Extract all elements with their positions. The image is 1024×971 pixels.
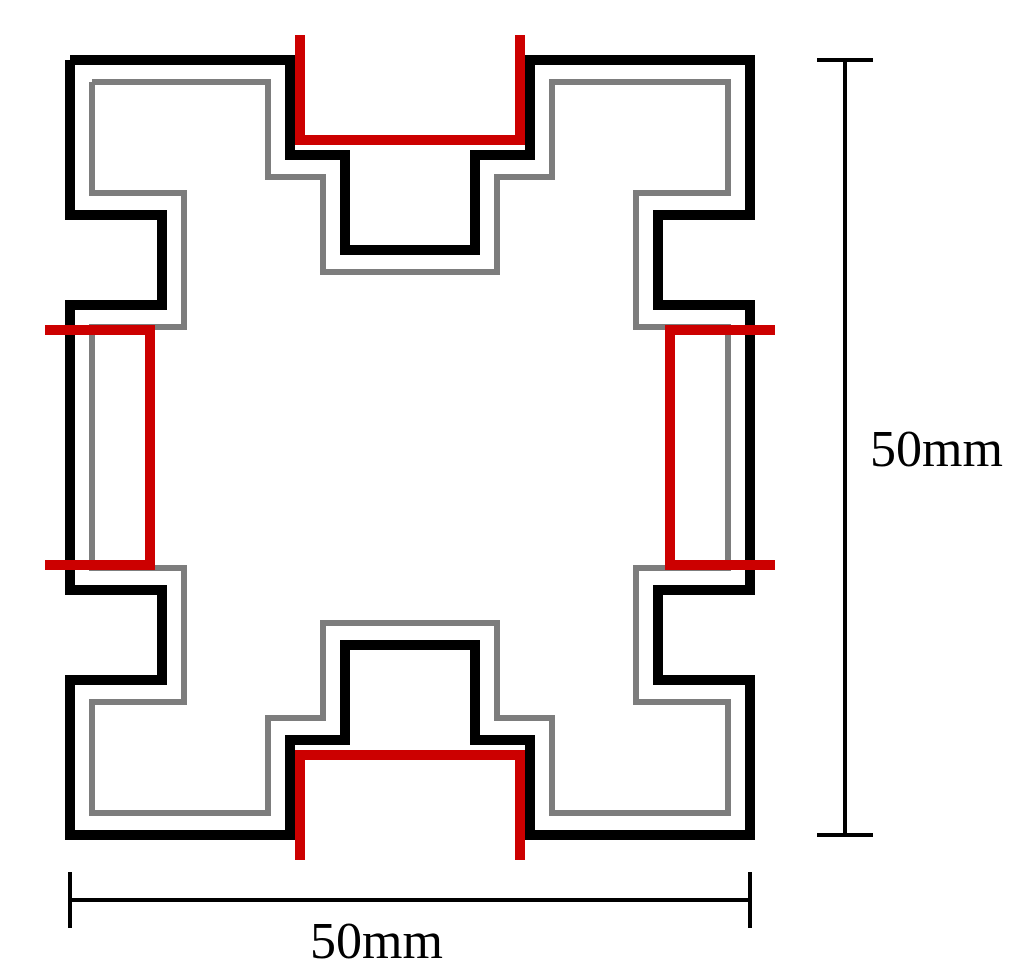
red-feature-top-notch: [300, 35, 520, 140]
dimension-label-vertical: 50mm: [870, 420, 1003, 479]
red-feature-left-notch: [45, 330, 150, 565]
diagram-svg: [0, 0, 1024, 971]
red-feature-bottom-notch: [300, 755, 520, 860]
dimension-label-horizontal: 50mm: [310, 912, 443, 971]
red-feature-right-notch: [670, 330, 775, 565]
outer-outline: [70, 60, 750, 835]
inner-outline: [92, 82, 728, 813]
